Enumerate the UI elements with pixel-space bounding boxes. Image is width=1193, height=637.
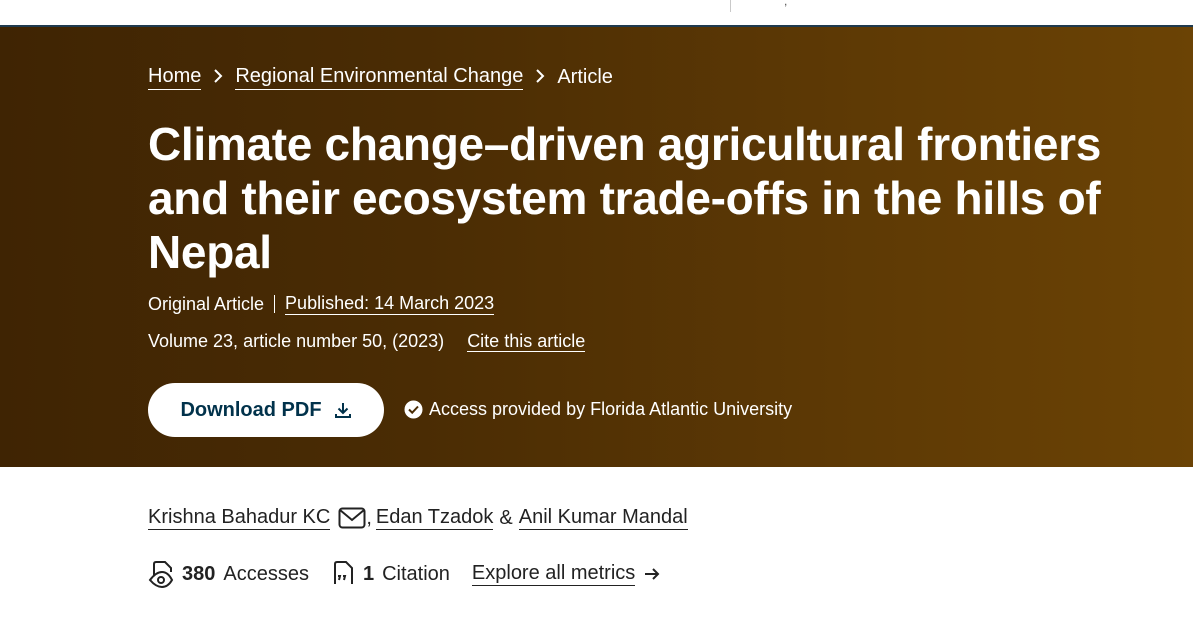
breadcrumb: Home Regional Environmental Change Artic… [148, 65, 613, 90]
accesses-count: 380 [182, 563, 215, 586]
chevron-right-icon [213, 69, 223, 87]
author-link[interactable]: Anil Kumar Mandal [519, 506, 688, 530]
eye-document-icon [148, 560, 176, 588]
breadcrumb-current: Article [557, 66, 613, 89]
author-separator: , [366, 507, 372, 530]
citation-label: Citation [382, 563, 450, 586]
author-separator: & [499, 507, 512, 530]
accesses-metric: 380 Accesses [148, 560, 309, 588]
download-pdf-label: Download PDF [180, 399, 321, 422]
breadcrumb-journal-link[interactable]: Regional Environmental Change [235, 65, 523, 90]
site-header: , [0, 0, 1193, 27]
cite-article-link[interactable]: Cite this article [467, 331, 585, 352]
header-divider [730, 0, 731, 12]
arrow-right-icon [643, 566, 661, 582]
meta-divider [274, 295, 275, 313]
volume-info: Volume 23, article number 50, (2023) [148, 331, 444, 351]
citation-count: 1 [363, 563, 374, 586]
access-text: Access provided by Florida Atlantic Univ… [429, 399, 792, 420]
published-date-link[interactable]: Published: 14 March 2023 [285, 293, 494, 315]
article-type: Original Article [148, 294, 264, 315]
breadcrumb-home-link[interactable]: Home [148, 65, 201, 90]
author-link[interactable]: Edan Tzadok [376, 506, 494, 530]
header-fragment: , [784, 0, 787, 8]
chevron-right-icon [535, 69, 545, 87]
explore-metrics-link[interactable]: Explore all metrics [472, 562, 635, 586]
download-pdf-button[interactable]: Download PDF [148, 383, 384, 437]
author-link[interactable]: Krishna Bahadur KC [148, 506, 330, 530]
quote-document-icon [331, 560, 357, 588]
article-metrics: 380 Accesses 1 Citation Explore all metr… [148, 560, 661, 588]
citation-metric: 1 Citation [331, 560, 450, 588]
download-icon [334, 401, 352, 419]
accesses-label: Accesses [223, 563, 309, 586]
access-info: Access provided by Florida Atlantic Univ… [404, 399, 792, 420]
article-title: Climate change–driven agricultural front… [148, 117, 1128, 279]
article-meta-type: Original Article Published: 14 March 202… [148, 293, 494, 315]
check-circle-icon [404, 400, 423, 419]
envelope-icon[interactable] [338, 507, 366, 529]
article-hero: Home Regional Environmental Change Artic… [0, 27, 1193, 467]
author-list: Krishna Bahadur KC , Edan Tzadok & Anil … [148, 506, 688, 530]
article-meta-volume: Volume 23, article number 50, (2023) Cit… [148, 331, 585, 352]
